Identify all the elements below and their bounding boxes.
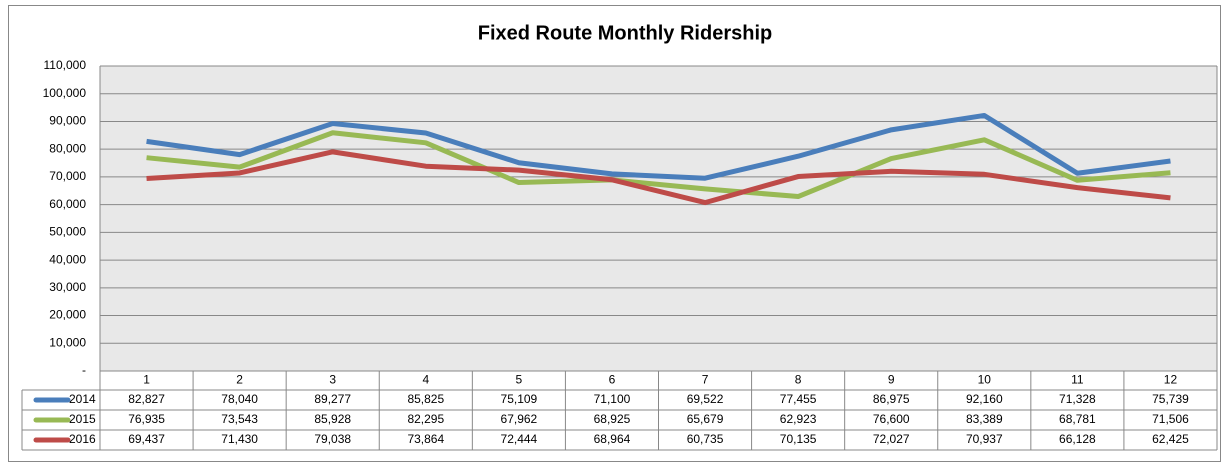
series-line (146, 112, 1171, 181)
x-tick-label: 8 (795, 373, 802, 387)
y-tick-label: 30,000 (49, 280, 86, 294)
data-label: 68,781 (1059, 412, 1096, 426)
data-label: 76,600 (873, 412, 910, 426)
data-label: 76,935 (128, 412, 165, 426)
data-label: 83,389 (966, 412, 1003, 426)
data-label: 72,444 (501, 432, 538, 446)
data-label: 71,506 (1152, 412, 1189, 426)
data-label: 70,135 (780, 432, 817, 446)
x-tick-label: 3 (329, 373, 336, 387)
data-label: 82,827 (128, 392, 165, 406)
x-tick-label: 2 (236, 373, 243, 387)
data-label: 89,277 (314, 392, 351, 406)
data-label: 75,109 (501, 392, 538, 406)
data-label: 66,128 (1059, 432, 1096, 446)
data-label: 71,328 (1059, 392, 1096, 406)
legend-label: 2015 (69, 412, 96, 426)
data-label: 71,100 (594, 392, 631, 406)
data-label: 79,038 (314, 432, 351, 446)
y-tick-label: 10,000 (49, 335, 86, 349)
data-label: 70,937 (966, 432, 1003, 446)
data-label: 77,455 (780, 392, 817, 406)
data-label: 72,027 (873, 432, 910, 446)
y-tick-label: 90,000 (49, 114, 86, 128)
x-tick-label: 5 (516, 373, 523, 387)
data-label: 92,160 (966, 392, 1003, 406)
x-tick-label: 9 (888, 373, 895, 387)
data-label: 68,925 (594, 412, 631, 426)
data-label: 69,437 (128, 432, 165, 446)
data-label: 68,964 (594, 432, 631, 446)
x-tick-label: 7 (702, 373, 709, 387)
data-label: 75,739 (1152, 392, 1189, 406)
data-label: 82,295 (407, 412, 444, 426)
data-label: 85,928 (314, 412, 351, 426)
series-line (146, 149, 1171, 206)
y-tick-label: 40,000 (49, 252, 86, 266)
x-tick-label: 10 (978, 373, 992, 387)
data-label: 65,679 (687, 412, 724, 426)
x-tick-label: 11 (1071, 373, 1084, 387)
y-tick-label: 80,000 (49, 141, 86, 155)
data-label: 71,430 (221, 432, 258, 446)
data-label: 62,923 (780, 412, 817, 426)
legend-label: 2016 (69, 432, 96, 446)
x-tick-label: 12 (1164, 373, 1178, 387)
data-label: 85,825 (407, 392, 444, 406)
data-label: 73,864 (407, 432, 444, 446)
data-label: 78,040 (221, 392, 258, 406)
data-label: 62,425 (1152, 432, 1189, 446)
x-tick-label: 6 (609, 373, 616, 387)
y-tick-label: 70,000 (49, 169, 86, 183)
legend-label: 2014 (69, 392, 96, 406)
data-label: 73,543 (221, 412, 258, 426)
y-tick-label: 60,000 (49, 197, 86, 211)
x-tick-label: 1 (143, 373, 150, 387)
y-tick-label: 20,000 (49, 308, 86, 322)
series-line (146, 130, 1171, 200)
y-tick-label: - (82, 363, 86, 377)
data-label: 69,522 (687, 392, 724, 406)
y-tick-label: 50,000 (49, 225, 86, 239)
plot-area (100, 66, 1217, 371)
data-label: 86,975 (873, 392, 910, 406)
x-tick-label: 4 (422, 373, 429, 387)
chart-title: Fixed Route Monthly Ridership (478, 22, 772, 44)
y-tick-label: 110,000 (44, 58, 87, 72)
data-label: 60,735 (687, 432, 724, 446)
data-label: 67,962 (501, 412, 538, 426)
y-tick-label: 100,000 (43, 86, 87, 100)
